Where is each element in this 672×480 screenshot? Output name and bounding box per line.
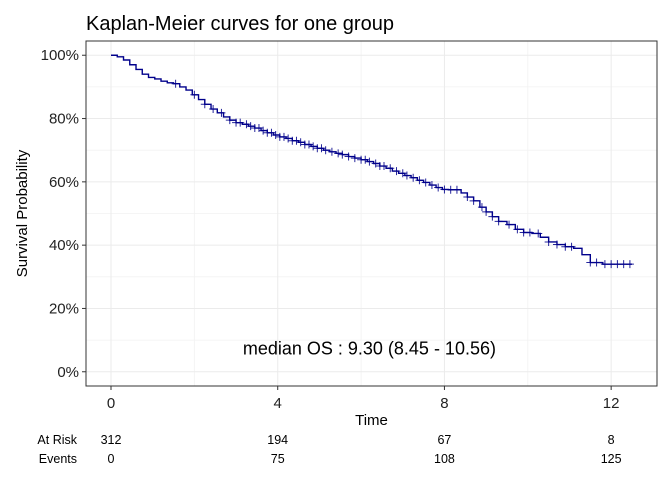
censor-mark bbox=[482, 207, 491, 216]
censor-mark bbox=[292, 136, 301, 145]
risk-value: 108 bbox=[434, 452, 455, 466]
x-tick-label: 4 bbox=[274, 395, 282, 412]
censor-mark bbox=[434, 183, 443, 192]
censor-mark bbox=[402, 171, 411, 180]
x-tick-label: 8 bbox=[440, 395, 448, 412]
y-tick-label: 40% bbox=[49, 237, 79, 254]
censor-mark bbox=[190, 90, 199, 99]
censor-mark bbox=[327, 147, 336, 156]
censor-mark bbox=[415, 176, 424, 185]
censor-mark bbox=[463, 193, 472, 202]
censor-mark bbox=[267, 128, 276, 137]
median-os-annotation: median OS : 9.30 (8.45 - 10.56) bbox=[243, 338, 496, 358]
censor-mark bbox=[421, 178, 430, 187]
y-tick-label: 80% bbox=[49, 111, 79, 128]
censor-mark bbox=[477, 203, 486, 212]
censor-mark bbox=[350, 154, 359, 163]
censor-mark bbox=[552, 240, 561, 249]
risk-value: 194 bbox=[267, 433, 288, 447]
censor-mark bbox=[409, 173, 418, 182]
censor-mark bbox=[525, 228, 534, 237]
risk-value: 312 bbox=[101, 433, 122, 447]
censor-mark bbox=[242, 120, 251, 129]
censor-mark bbox=[171, 79, 180, 88]
censor-mark bbox=[217, 108, 226, 117]
censor-mark bbox=[427, 181, 436, 190]
censor-mark bbox=[544, 237, 553, 246]
censor-mark bbox=[505, 220, 514, 229]
censor-mark bbox=[494, 217, 503, 226]
censor-mark bbox=[365, 157, 374, 166]
y-tick-label: 100% bbox=[41, 47, 79, 64]
censor-mark bbox=[513, 225, 522, 234]
y-tick-label: 20% bbox=[49, 300, 79, 317]
censor-mark bbox=[392, 167, 401, 176]
censor-mark bbox=[236, 118, 245, 127]
risk-value: 75 bbox=[271, 452, 285, 466]
risk-table: At Risk 312 194 67 8 Events 0 75 108 125 bbox=[37, 433, 621, 466]
censor-mark bbox=[380, 162, 389, 171]
x-tick-label: 0 bbox=[107, 395, 115, 412]
censor-mark bbox=[361, 155, 370, 164]
censor-mark bbox=[200, 100, 209, 109]
chart-title: Kaplan-Meier curves for one group bbox=[86, 13, 394, 35]
risk-value: 0 bbox=[108, 452, 115, 466]
x-tick-label: 12 bbox=[603, 395, 620, 412]
censor-mark bbox=[279, 132, 288, 141]
censor-mark bbox=[209, 105, 218, 114]
censor-mark bbox=[321, 146, 330, 155]
censor-mark bbox=[488, 212, 497, 221]
y-axis-title: Survival Probability bbox=[14, 149, 31, 277]
y-tick-label: 60% bbox=[49, 174, 79, 191]
censor-mark bbox=[259, 126, 268, 135]
risk-row-label: Events bbox=[39, 452, 77, 466]
censor-mark bbox=[386, 164, 395, 173]
censor-mark bbox=[625, 260, 634, 269]
censor-mark bbox=[344, 152, 353, 161]
censor-mark bbox=[534, 229, 543, 238]
censor-mark bbox=[296, 138, 305, 147]
censor-mark bbox=[309, 142, 318, 151]
y-axis-ticks: 0% 20% 40% 60% 80% 100% bbox=[41, 47, 86, 381]
risk-value: 8 bbox=[608, 433, 615, 447]
censor-mark bbox=[254, 124, 263, 133]
risk-value: 67 bbox=[437, 433, 451, 447]
x-axis-ticks: 0 4 8 12 bbox=[107, 386, 620, 412]
censor-mark bbox=[317, 144, 326, 153]
censor-mark bbox=[338, 150, 347, 159]
censor-mark bbox=[334, 149, 343, 158]
censor-mark bbox=[398, 169, 407, 178]
censor-mark bbox=[246, 122, 255, 131]
censor-mark bbox=[304, 140, 313, 149]
plot-border bbox=[85, 40, 658, 387]
censor-mark bbox=[225, 116, 234, 125]
y-tick-label: 0% bbox=[57, 364, 79, 381]
censor-mark bbox=[284, 134, 293, 143]
risk-value: 125 bbox=[601, 452, 622, 466]
grid-major bbox=[86, 41, 657, 386]
x-axis-title: Time bbox=[355, 412, 388, 429]
risk-row-label: At Risk bbox=[37, 433, 77, 447]
censor-mark bbox=[469, 196, 478, 205]
censor-marks bbox=[171, 79, 634, 269]
censor-mark bbox=[567, 242, 576, 251]
censor-mark bbox=[371, 159, 380, 168]
censor-mark bbox=[271, 131, 280, 140]
censor-mark bbox=[592, 258, 601, 267]
censor-mark bbox=[452, 185, 461, 194]
